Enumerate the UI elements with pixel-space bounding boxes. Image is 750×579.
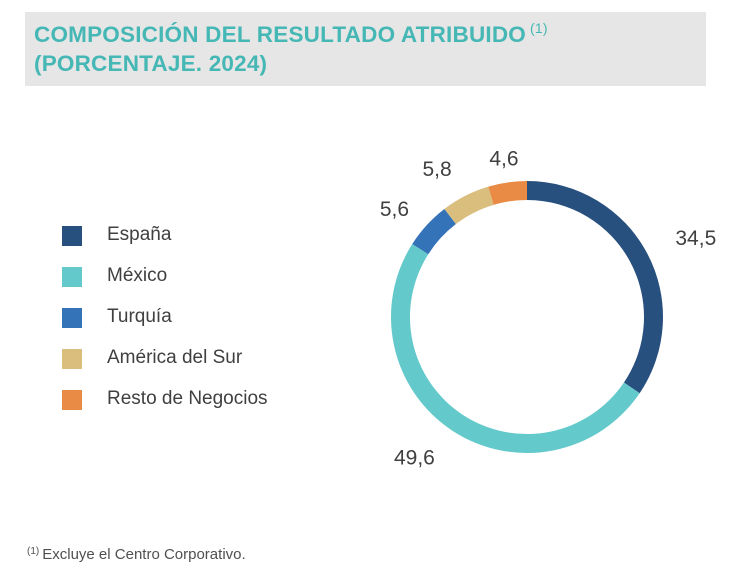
footnote: (1) Excluye el Centro Corporativo. (27, 546, 246, 563)
footnote-marker: (1) (27, 546, 40, 557)
data-label-america-del-sur: 5,8 (423, 158, 452, 181)
chart-subtitle: (PORCENTAJE. 2024) (34, 51, 268, 76)
legend-label: América del Sur (107, 347, 243, 368)
legend-label: España (107, 224, 172, 245)
footnote-text: Excluye el Centro Corporativo. (42, 546, 246, 563)
legend-swatch (62, 390, 82, 410)
data-label-turquia: 5,6 (380, 198, 409, 221)
data-label-mexico: 49,6 (394, 446, 435, 469)
legend-swatch (62, 226, 82, 246)
data-label-espana: 34,5 (675, 227, 716, 250)
donut-slice-resto-de-negocios (488, 181, 527, 205)
donut-slice-america-del-sur (444, 186, 494, 225)
data-label-resto-de-negocios: 4,6 (489, 148, 518, 171)
donut-slice-mexico (390, 244, 640, 454)
legend-label: Turquía (107, 306, 172, 327)
legend-label: México (107, 265, 168, 286)
legend-label: Resto de Negocios (107, 388, 268, 409)
donut-slice-espana (527, 181, 664, 394)
legend-swatch (62, 308, 82, 328)
title-footnote-marker: (1) (530, 20, 548, 36)
legend-swatch (62, 267, 82, 287)
legend-swatch (62, 349, 82, 369)
chart-title-box: COMPOSICIÓN DEL RESULTADO ATRIBUIDO (1) (… (25, 12, 706, 86)
chart-title: COMPOSICIÓN DEL RESULTADO ATRIBUIDO (1) (34, 20, 548, 47)
donut-slice-turquia (412, 208, 456, 255)
